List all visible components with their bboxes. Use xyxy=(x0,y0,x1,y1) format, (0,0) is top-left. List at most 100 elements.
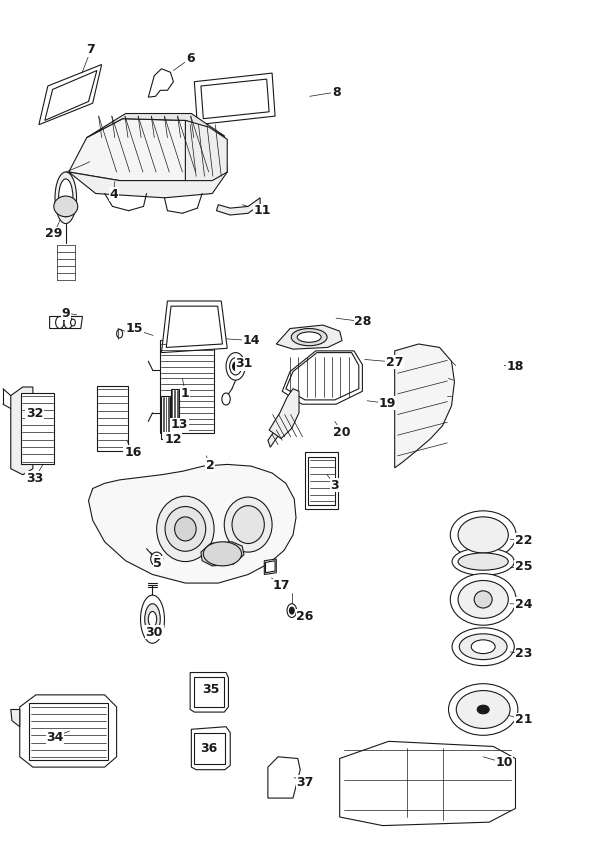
Text: 15: 15 xyxy=(126,322,144,335)
Ellipse shape xyxy=(459,634,507,660)
Polygon shape xyxy=(268,417,287,447)
Polygon shape xyxy=(264,559,276,574)
Text: 18: 18 xyxy=(507,359,524,373)
Text: 3: 3 xyxy=(331,478,339,492)
Polygon shape xyxy=(268,757,300,798)
Text: 2: 2 xyxy=(206,458,214,472)
Ellipse shape xyxy=(458,517,508,553)
Ellipse shape xyxy=(297,332,321,342)
Text: 35: 35 xyxy=(202,683,219,697)
Polygon shape xyxy=(185,120,227,181)
Ellipse shape xyxy=(157,496,214,562)
Bar xyxy=(29,703,108,760)
Polygon shape xyxy=(45,71,97,120)
Polygon shape xyxy=(87,114,224,138)
Text: 36: 36 xyxy=(201,741,218,755)
Ellipse shape xyxy=(141,595,164,643)
Ellipse shape xyxy=(230,358,242,375)
Polygon shape xyxy=(201,79,269,119)
Text: 10: 10 xyxy=(495,756,513,770)
Text: 6: 6 xyxy=(186,52,194,65)
Polygon shape xyxy=(89,464,296,583)
Ellipse shape xyxy=(54,196,78,217)
Ellipse shape xyxy=(452,628,514,666)
Ellipse shape xyxy=(289,607,294,614)
Polygon shape xyxy=(216,198,260,215)
Bar xyxy=(194,733,225,764)
Polygon shape xyxy=(194,73,275,125)
Ellipse shape xyxy=(64,316,72,329)
Text: 22: 22 xyxy=(515,533,533,547)
Text: 7: 7 xyxy=(87,43,95,57)
Polygon shape xyxy=(286,353,359,400)
Ellipse shape xyxy=(458,553,508,570)
Polygon shape xyxy=(171,389,179,440)
Text: 13: 13 xyxy=(170,418,188,432)
Ellipse shape xyxy=(458,580,508,618)
Polygon shape xyxy=(305,452,338,509)
Polygon shape xyxy=(161,301,227,353)
Text: 33: 33 xyxy=(26,471,43,485)
Polygon shape xyxy=(201,542,244,566)
Text: 28: 28 xyxy=(354,315,372,329)
Ellipse shape xyxy=(450,511,516,559)
Polygon shape xyxy=(269,389,299,439)
Ellipse shape xyxy=(145,604,160,635)
Polygon shape xyxy=(266,561,275,573)
Polygon shape xyxy=(11,710,20,727)
Ellipse shape xyxy=(154,556,160,562)
Polygon shape xyxy=(69,119,227,181)
Bar xyxy=(21,393,54,464)
Ellipse shape xyxy=(224,497,272,552)
Text: 21: 21 xyxy=(514,713,532,727)
Polygon shape xyxy=(340,741,515,826)
Text: 34: 34 xyxy=(46,730,64,744)
Ellipse shape xyxy=(56,316,64,329)
Text: 12: 12 xyxy=(164,433,182,446)
Polygon shape xyxy=(395,344,454,468)
Ellipse shape xyxy=(151,552,163,566)
Text: 16: 16 xyxy=(124,445,142,459)
Bar xyxy=(97,386,128,451)
Polygon shape xyxy=(191,727,230,770)
Polygon shape xyxy=(11,387,33,475)
Ellipse shape xyxy=(452,548,514,575)
Ellipse shape xyxy=(450,574,516,625)
Text: 17: 17 xyxy=(272,579,290,593)
Ellipse shape xyxy=(55,172,77,224)
Ellipse shape xyxy=(175,517,196,541)
Bar xyxy=(194,677,224,707)
Text: 23: 23 xyxy=(515,647,533,660)
Ellipse shape xyxy=(477,705,489,714)
Text: 14: 14 xyxy=(242,334,260,347)
Text: 32: 32 xyxy=(26,407,44,421)
Ellipse shape xyxy=(59,179,73,217)
Polygon shape xyxy=(190,673,228,712)
Ellipse shape xyxy=(222,393,230,405)
Text: 11: 11 xyxy=(253,204,271,218)
Ellipse shape xyxy=(291,329,327,346)
Ellipse shape xyxy=(233,362,239,371)
Text: 5: 5 xyxy=(154,556,162,570)
Ellipse shape xyxy=(456,691,510,728)
Text: 37: 37 xyxy=(296,776,314,789)
Ellipse shape xyxy=(471,640,495,654)
Text: 25: 25 xyxy=(515,560,533,574)
Text: 8: 8 xyxy=(332,85,340,99)
Ellipse shape xyxy=(165,507,206,551)
Ellipse shape xyxy=(448,684,518,735)
Ellipse shape xyxy=(287,604,297,617)
Polygon shape xyxy=(50,316,83,329)
Text: 31: 31 xyxy=(235,357,253,371)
Text: 27: 27 xyxy=(386,355,404,369)
Polygon shape xyxy=(308,457,335,505)
Ellipse shape xyxy=(226,353,245,380)
Ellipse shape xyxy=(71,319,75,326)
Ellipse shape xyxy=(474,591,492,608)
Polygon shape xyxy=(276,325,342,349)
Text: 4: 4 xyxy=(109,187,118,201)
Polygon shape xyxy=(69,172,227,198)
Text: 30: 30 xyxy=(145,625,163,639)
Text: 19: 19 xyxy=(378,396,396,410)
Polygon shape xyxy=(161,396,170,439)
